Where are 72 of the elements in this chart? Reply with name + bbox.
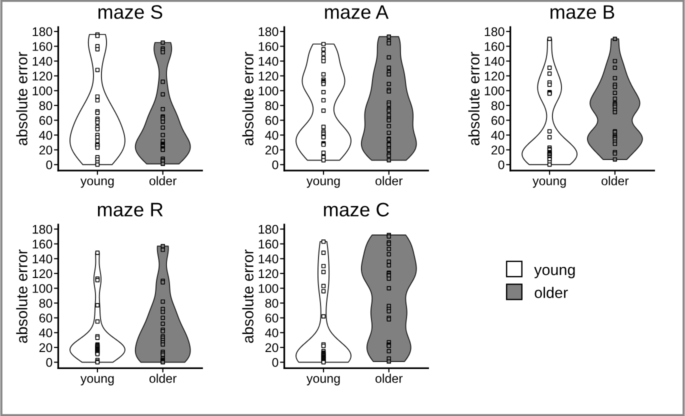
y-tick-label: 0 xyxy=(272,358,278,367)
x-tick-label: older xyxy=(376,374,403,383)
x-tick-label: older xyxy=(602,176,629,186)
y-tick-label: 0 xyxy=(498,160,504,170)
y-tick-label: 40 xyxy=(491,130,504,140)
x-tick-label: young xyxy=(80,178,114,188)
y-tick-label: 140 xyxy=(258,254,278,264)
y-tick-label: 120 xyxy=(258,72,278,81)
legend-label: young xyxy=(534,266,575,278)
y-axis-title: absolute error xyxy=(468,52,480,146)
y-axis-title: absolute error xyxy=(242,250,254,343)
y-axis-title: absolute error xyxy=(16,250,28,343)
y-tick-label: 0 xyxy=(272,160,278,170)
y-axis-title: absolute error xyxy=(16,52,28,146)
y-tick-label: 140 xyxy=(258,56,278,66)
chart-title: maze C xyxy=(324,202,389,216)
x-tick-label: young xyxy=(80,376,114,386)
y-tick-label: 120 xyxy=(484,72,504,81)
y-tick-label: 20 xyxy=(265,146,278,154)
x-tick-label: older xyxy=(149,374,177,383)
y-tick-label: 160 xyxy=(32,42,52,51)
chart-title: maze A xyxy=(325,5,389,19)
chart-title: maze R xyxy=(98,202,163,216)
y-tick-label: 100 xyxy=(484,86,504,96)
y-tick-label: 180 xyxy=(484,27,504,36)
x-tick-label: young xyxy=(306,178,340,188)
y-tick-label: 60 xyxy=(492,116,504,125)
y-tick-label: 20 xyxy=(265,343,278,352)
y-tick-label: 180 xyxy=(258,224,278,234)
y-tick-label: 60 xyxy=(265,116,278,125)
y-tick-label: 140 xyxy=(484,56,504,66)
legend-label: older xyxy=(534,286,568,298)
y-tick-label: 120 xyxy=(32,269,52,278)
y-tick-label: 140 xyxy=(32,254,52,264)
y-tick-label: 100 xyxy=(258,284,278,293)
y-tick-label: 100 xyxy=(258,86,278,96)
y-tick-label: 80 xyxy=(39,101,52,110)
y-tick-label: 160 xyxy=(32,240,52,249)
x-tick-label: young xyxy=(532,178,566,188)
y-tick-label: 160 xyxy=(484,42,504,51)
y-tick-label: 40 xyxy=(39,328,52,338)
y-tick-label: 140 xyxy=(32,56,52,66)
y-tick-label: 20 xyxy=(39,343,52,352)
y-tick-label: 180 xyxy=(258,27,278,36)
y-tick-label: 80 xyxy=(491,101,504,110)
y-tick-label: 160 xyxy=(258,42,278,51)
y-tick-label: 100 xyxy=(32,284,52,293)
y-tick-label: 20 xyxy=(39,146,52,154)
y-tick-label: 40 xyxy=(265,130,278,140)
y-tick-label: 80 xyxy=(265,298,278,308)
y-tick-label: 20 xyxy=(491,146,504,154)
y-tick-label: 100 xyxy=(32,86,52,96)
y-tick-label: 60 xyxy=(39,314,52,323)
chart-title: maze S xyxy=(98,5,162,19)
y-tick-label: 60 xyxy=(39,116,52,125)
y-tick-label: 180 xyxy=(32,224,52,234)
chart-title: maze B xyxy=(550,5,614,19)
y-tick-label: 160 xyxy=(258,240,278,249)
y-tick-label: 120 xyxy=(32,72,52,81)
x-tick-label: older xyxy=(376,176,403,186)
y-axis-title: absolute error xyxy=(242,52,254,146)
y-tick-label: 0 xyxy=(46,160,52,170)
y-tick-label: 40 xyxy=(265,328,278,338)
y-tick-label: 80 xyxy=(39,298,52,308)
x-tick-label: older xyxy=(149,176,177,186)
x-tick-label: young xyxy=(306,376,340,386)
y-tick-label: 40 xyxy=(39,130,52,140)
y-tick-label: 0 xyxy=(46,358,52,367)
y-tick-label: 120 xyxy=(258,269,278,278)
y-tick-label: 80 xyxy=(265,101,278,110)
y-tick-label: 60 xyxy=(265,314,278,323)
y-tick-label: 180 xyxy=(32,27,52,36)
